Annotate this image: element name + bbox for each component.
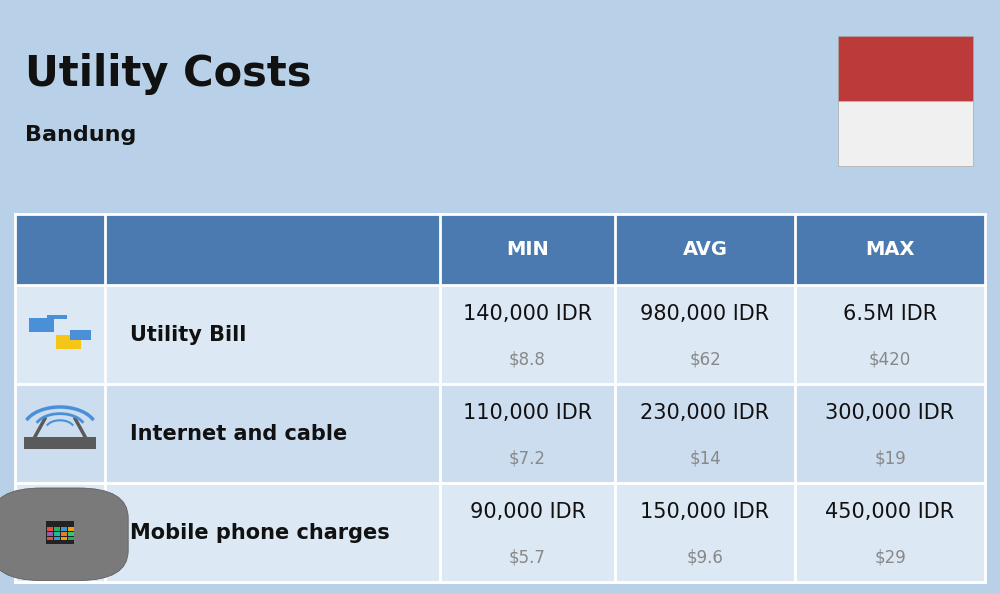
Bar	[54, 527, 60, 531]
Bar	[56, 334, 81, 349]
Text: Utility Bill: Utility Bill	[130, 324, 246, 345]
Bar	[47, 532, 53, 536]
Text: MIN: MIN	[506, 240, 549, 259]
Bar	[838, 101, 973, 166]
Bar	[15, 384, 985, 483]
Bar	[68, 532, 74, 536]
Bar	[29, 318, 54, 332]
Bar	[47, 536, 53, 541]
Text: $19: $19	[874, 450, 906, 467]
Text: $7.2: $7.2	[509, 450, 546, 467]
Text: 140,000 IDR: 140,000 IDR	[463, 304, 592, 324]
Bar	[70, 330, 91, 340]
Text: $5.7: $5.7	[509, 549, 546, 567]
Text: Utility Costs: Utility Costs	[25, 53, 312, 96]
Text: AVG: AVG	[683, 240, 728, 259]
Text: 150,000 IDR: 150,000 IDR	[640, 502, 770, 522]
Text: $14: $14	[689, 450, 721, 467]
Text: 300,000 IDR: 300,000 IDR	[825, 403, 955, 423]
Text: 230,000 IDR: 230,000 IDR	[640, 403, 770, 423]
Bar	[838, 36, 973, 101]
Bar	[68, 536, 74, 541]
Bar	[61, 536, 67, 541]
Text: $29: $29	[874, 549, 906, 567]
Text: 450,000 IDR: 450,000 IDR	[825, 502, 955, 522]
Text: Internet and cable: Internet and cable	[130, 424, 347, 444]
Text: $9.6: $9.6	[687, 549, 723, 567]
Bar	[61, 532, 67, 536]
Text: Bandung: Bandung	[25, 125, 136, 145]
Bar	[54, 532, 60, 536]
Text: 980,000 IDR: 980,000 IDR	[640, 304, 770, 324]
Text: 6.5M IDR: 6.5M IDR	[843, 304, 937, 324]
Text: 90,000 IDR: 90,000 IDR	[470, 502, 586, 522]
Bar	[47, 527, 53, 531]
Bar	[15, 483, 985, 582]
FancyBboxPatch shape	[0, 488, 128, 580]
Bar	[61, 527, 67, 531]
Bar	[24, 437, 96, 448]
Text: MAX: MAX	[865, 240, 915, 259]
Bar	[53, 315, 61, 319]
Bar	[15, 214, 985, 285]
Bar	[68, 527, 74, 531]
Text: $8.8: $8.8	[509, 350, 546, 368]
Bar	[46, 521, 74, 544]
Text: $420: $420	[869, 350, 911, 368]
Bar	[54, 536, 60, 541]
Text: $62: $62	[689, 350, 721, 368]
Text: Mobile phone charges: Mobile phone charges	[130, 523, 390, 543]
Bar	[59, 315, 67, 319]
Text: 110,000 IDR: 110,000 IDR	[463, 403, 592, 423]
Bar	[15, 285, 985, 384]
Bar	[47, 315, 56, 319]
